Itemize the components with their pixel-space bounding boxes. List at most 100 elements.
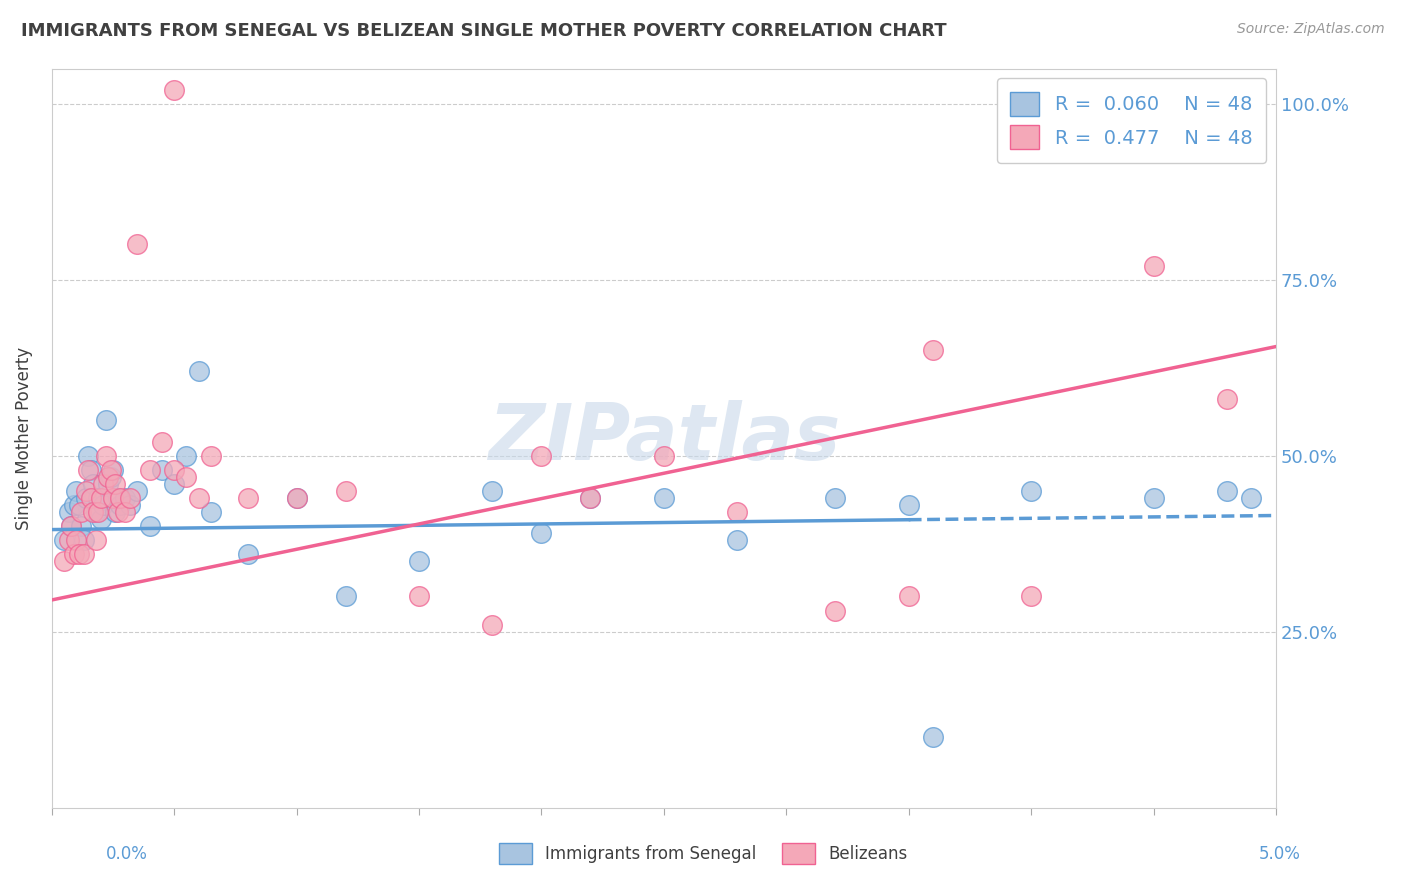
- Legend: R =  0.060    N = 48, R =  0.477    N = 48: R = 0.060 N = 48, R = 0.477 N = 48: [997, 78, 1267, 162]
- Point: [94, 413, 117, 427]
- Point: [163, 82, 186, 96]
- Point: [97, 470, 120, 484]
- Point: [138, 519, 160, 533]
- Point: [897, 498, 920, 512]
- Point: [101, 463, 124, 477]
- Point: [335, 483, 357, 498]
- Point: [82, 476, 104, 491]
- Point: [163, 476, 186, 491]
- Point: [65, 533, 87, 548]
- Point: [110, 498, 132, 512]
- Point: [100, 463, 122, 477]
- Point: [285, 491, 308, 505]
- Point: [101, 491, 124, 505]
- Point: [91, 498, 114, 512]
- Point: [187, 491, 209, 505]
- Point: [67, 498, 90, 512]
- Point: [1216, 392, 1239, 407]
- Point: [1019, 483, 1042, 498]
- Point: [91, 476, 114, 491]
- Point: [114, 505, 136, 519]
- Point: [107, 505, 129, 519]
- Point: [120, 491, 142, 505]
- Point: [236, 547, 259, 561]
- Point: [922, 343, 945, 357]
- Point: [100, 470, 122, 484]
- Point: [408, 554, 430, 568]
- Point: [120, 498, 142, 512]
- Point: [335, 590, 357, 604]
- Point: [60, 519, 83, 533]
- Text: IMMIGRANTS FROM SENEGAL VS BELIZEAN SINGLE MOTHER POVERTY CORRELATION CHART: IMMIGRANTS FROM SENEGAL VS BELIZEAN SING…: [21, 22, 946, 40]
- Point: [150, 463, 173, 477]
- Point: [652, 449, 675, 463]
- Point: [110, 491, 132, 505]
- Point: [77, 449, 100, 463]
- Point: [897, 590, 920, 604]
- Point: [70, 519, 93, 533]
- Point: [104, 476, 127, 491]
- Text: Source: ZipAtlas.com: Source: ZipAtlas.com: [1237, 22, 1385, 37]
- Point: [84, 505, 107, 519]
- Point: [1216, 483, 1239, 498]
- Point: [80, 491, 103, 505]
- Point: [107, 491, 129, 505]
- Point: [176, 449, 198, 463]
- Point: [58, 533, 80, 548]
- Point: [90, 491, 112, 505]
- Point: [72, 547, 94, 561]
- Point: [72, 533, 94, 548]
- Point: [53, 533, 76, 548]
- Point: [80, 463, 103, 477]
- Point: [62, 498, 84, 512]
- Point: [65, 483, 87, 498]
- Point: [481, 617, 503, 632]
- Text: 5.0%: 5.0%: [1258, 846, 1301, 863]
- Point: [94, 449, 117, 463]
- Point: [82, 505, 104, 519]
- Point: [200, 449, 222, 463]
- Point: [236, 491, 259, 505]
- Point: [84, 533, 107, 548]
- Point: [200, 505, 222, 519]
- Point: [77, 463, 100, 477]
- Point: [481, 483, 503, 498]
- Point: [97, 476, 120, 491]
- Point: [824, 491, 846, 505]
- Point: [87, 491, 110, 505]
- Point: [579, 491, 602, 505]
- Point: [127, 483, 149, 498]
- Y-axis label: Single Mother Poverty: Single Mother Poverty: [15, 346, 32, 530]
- Point: [922, 730, 945, 744]
- Point: [75, 491, 97, 505]
- Point: [187, 364, 209, 378]
- Point: [530, 449, 553, 463]
- Point: [67, 547, 90, 561]
- Point: [90, 512, 112, 526]
- Point: [70, 505, 93, 519]
- Point: [579, 491, 602, 505]
- Point: [60, 519, 83, 533]
- Point: [1142, 491, 1164, 505]
- Point: [114, 491, 136, 505]
- Point: [150, 434, 173, 449]
- Point: [104, 505, 127, 519]
- Point: [1142, 259, 1164, 273]
- Point: [652, 491, 675, 505]
- Point: [1240, 491, 1263, 505]
- Point: [58, 505, 80, 519]
- Point: [408, 590, 430, 604]
- Legend: Immigrants from Senegal, Belizeans: Immigrants from Senegal, Belizeans: [492, 837, 914, 871]
- Point: [725, 533, 748, 548]
- Point: [75, 483, 97, 498]
- Point: [824, 603, 846, 617]
- Text: ZIPatlas: ZIPatlas: [488, 401, 839, 476]
- Text: 0.0%: 0.0%: [105, 846, 148, 863]
- Point: [62, 547, 84, 561]
- Point: [1019, 590, 1042, 604]
- Point: [127, 237, 149, 252]
- Point: [285, 491, 308, 505]
- Point: [87, 505, 110, 519]
- Point: [163, 463, 186, 477]
- Point: [138, 463, 160, 477]
